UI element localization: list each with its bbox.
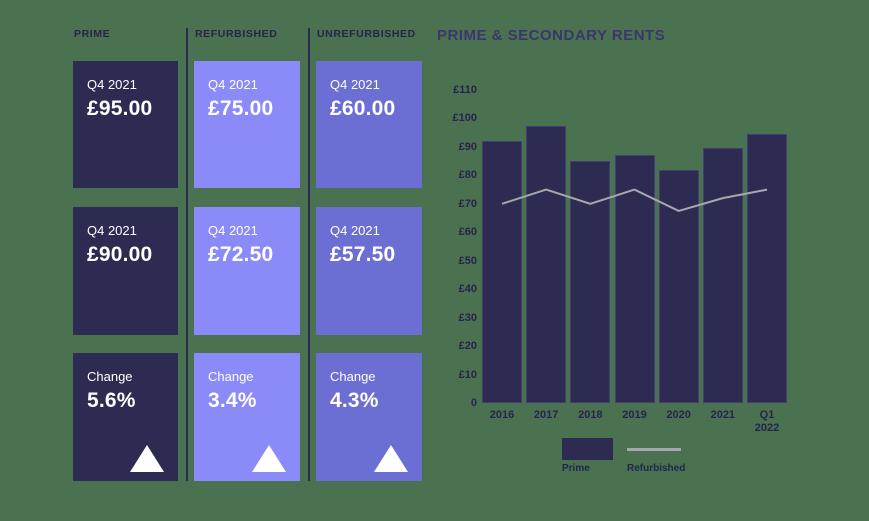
trend-up-icon <box>252 445 286 472</box>
column-divider <box>308 28 310 481</box>
stat-card-refurbished-q4-rent: Q4 2021 £75.00 <box>194 61 300 188</box>
card-label: Q4 2021 <box>87 77 137 92</box>
chart-title: PRIME & SECONDARY RENTS <box>437 27 666 44</box>
card-label: Q4 2021 <box>87 223 137 238</box>
legend-item-prime: Prime <box>562 438 613 474</box>
stat-card-unrefurbished-q4-rent: Q4 2021 £60.00 <box>316 61 422 188</box>
card-label: Q4 2021 <box>208 77 258 92</box>
stat-column-unrefurbished: UNREFURBISHED Q4 2021 £60.00 Q4 2021 £57… <box>316 0 422 521</box>
y-tick-label: £80 <box>458 169 477 182</box>
card-value: 5.6% <box>87 389 136 412</box>
stat-column-refurbished: REFURBISHED Q4 2021 £75.00 Q4 2021 £72.5… <box>194 0 300 521</box>
card-value: £72.50 <box>208 243 274 266</box>
prime-bar-Q1-2022 <box>747 134 787 403</box>
y-tick-label: £100 <box>452 112 477 125</box>
refurbished-line-swatch-icon <box>627 438 681 460</box>
column-divider <box>186 28 188 481</box>
chart-legend: Prime Refurbished <box>562 438 685 474</box>
x-tick-label: 2019 <box>622 409 647 421</box>
stat-card-prime-change: Change 5.6% <box>73 353 178 481</box>
y-axis: 0 £10 £20 £30 £40 £50 £60 £70 £80 £90 £100 £110 <box>425 84 477 409</box>
card-label: Q4 2021 <box>330 223 380 238</box>
y-tick-label: £70 <box>458 197 477 210</box>
legend-label-refurbished: Refurbished <box>627 463 686 474</box>
y-tick-label: £20 <box>458 340 477 353</box>
card-value: £57.50 <box>330 243 396 266</box>
x-axis: 2016 2017 2018 2019 2020 2021 Q1 2022 <box>482 409 787 439</box>
card-label: Change <box>87 369 133 384</box>
prime-bar-swatch-icon <box>562 438 613 460</box>
stat-card-unrefurbished-change: Change 4.3% <box>316 353 422 481</box>
prime-bar-2018 <box>570 161 611 403</box>
card-label: Q4 2021 <box>208 223 258 238</box>
y-tick-label: £30 <box>458 311 477 324</box>
legend-label-prime: Prime <box>562 463 590 474</box>
x-tick-label: 2018 <box>578 409 603 421</box>
y-tick-label: £110 <box>453 84 477 96</box>
prime-bar-2016 <box>482 141 522 403</box>
stat-card-refurbished-change: Change 3.4% <box>194 353 300 481</box>
card-value: £60.00 <box>330 97 396 120</box>
trend-up-icon <box>130 445 164 472</box>
prime-bar-2020 <box>658 169 699 403</box>
card-value: £75.00 <box>208 97 274 120</box>
y-tick-label: £50 <box>458 254 477 267</box>
trend-up-icon <box>374 445 408 472</box>
column-header-refurbished: REFURBISHED <box>195 28 278 40</box>
x-tick-label: 2016 <box>489 409 515 421</box>
card-label: Change <box>208 369 254 384</box>
x-tick-label: Q1 2022 <box>754 409 780 434</box>
prime-bar-2017 <box>526 125 567 403</box>
card-value: £90.00 <box>87 243 153 266</box>
card-value: 3.4% <box>208 389 257 412</box>
x-tick-label: 2020 <box>666 409 691 421</box>
card-value: 4.3% <box>330 389 379 412</box>
column-header-unrefurbished: UNREFURBISHED <box>317 28 416 40</box>
y-tick-label: £40 <box>458 283 477 296</box>
card-label: Change <box>330 369 376 384</box>
stat-card-unrefurbished-q4-rent-secondary: Q4 2021 £57.50 <box>316 207 422 335</box>
plot-area <box>482 90 787 403</box>
y-tick-label: 0 <box>470 397 477 409</box>
stat-column-prime: PRIME Q4 2021 £95.00 Q4 2021 £90.00 Chan… <box>73 0 178 521</box>
prime-bar-2019 <box>614 155 655 403</box>
stat-card-prime-q4-rent-secondary: Q4 2021 £90.00 <box>73 207 178 335</box>
card-value: £95.00 <box>87 97 153 120</box>
stat-card-refurbished-q4-rent-secondary: Q4 2021 £72.50 <box>194 207 300 335</box>
legend-item-refurbished: Refurbished <box>627 438 685 474</box>
prime-bar-2021 <box>702 148 743 403</box>
card-label: Q4 2021 <box>330 77 380 92</box>
stat-card-prime-q4-rent: Q4 2021 £95.00 <box>73 61 178 188</box>
y-tick-label: £10 <box>458 368 477 381</box>
y-tick-label: £60 <box>458 226 477 239</box>
x-tick-label: 2017 <box>533 409 559 421</box>
column-header-prime: PRIME <box>74 28 111 40</box>
x-tick-label: 2021 <box>710 409 736 421</box>
y-tick-label: £90 <box>458 140 477 153</box>
